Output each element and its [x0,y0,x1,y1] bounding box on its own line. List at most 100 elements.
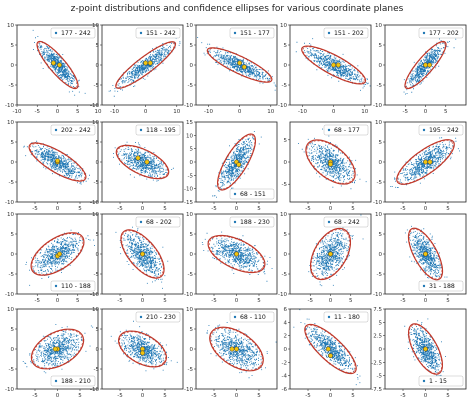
y-tick-label: 5 [379,140,383,146]
x-tick-label: -5 [32,393,38,399]
x-tick-label: -5 [35,109,41,115]
y-tick-label: 5 [379,320,383,326]
confidence-ellipse-inner [31,233,84,275]
center-marker [143,60,149,66]
y-tick-label: 5 [11,232,15,238]
y-tick-label: 4 [284,320,288,326]
y-tick-label: -10 [278,103,287,109]
y-tick-label: 5 [96,327,100,333]
point-cloud [108,37,181,97]
y-tick-label: 10 [280,212,287,218]
x-tick-label: 5 [351,393,355,399]
y-tick-label: 5 [11,43,15,49]
y-tick-label: -7.5 [371,387,382,393]
confidence-ellipse [407,227,444,281]
confidence-ellipse-inner [218,134,255,190]
x-tick-label: -5 [117,393,123,399]
subplot-5: -5 0 5 -10 -5 0 5 10 177 - 202 [373,23,467,115]
x-tick-label: -5 [211,206,217,212]
center-marker [423,159,428,165]
center-marker [140,350,145,356]
scatter-points [295,38,371,91]
subplot-8: -5 0 5 -15 -10 -5 0 5 10 15 68 - 151 [184,120,278,212]
x-tick-label: 0 [424,298,428,304]
confidence-ellipse [30,328,85,370]
y-tick-label: -5 [282,83,288,89]
legend-label: 177 - 202 [429,30,459,37]
legend-marker [233,315,237,319]
x-tick-label: 0 [56,206,60,212]
confidence-ellipse [206,47,273,83]
legend-marker [422,284,426,288]
y-tick-label: 5 [96,43,100,49]
y-tick-label: 5 [11,327,15,333]
y-tick-label: -2.5 [371,360,382,366]
x-tick-label: 5 [78,393,82,399]
scatter-points [404,225,448,281]
point-cloud [25,229,95,286]
y-tick-label: 2 [284,334,288,340]
point-cloud [197,37,277,91]
legend-label: 68 - 110 [240,314,266,321]
x-tick-label: 0 [329,206,333,212]
x-tick-label: -5 [32,206,38,212]
y-tick-label: -5 [94,180,100,186]
subplot-3: -10 0 10 -10 -5 0 5 10 151 - 177 [184,23,278,115]
y-tick-label: -10 [373,103,382,109]
point-cloud [113,141,174,182]
confidence-ellipse [36,40,79,90]
legend-label: 202 - 242 [61,127,91,134]
y-tick-label: 10 [375,23,382,29]
legend-label: 110 - 188 [61,283,91,290]
x-tick-label: 5 [349,298,353,304]
confidence-ellipse-inner [311,229,350,279]
center-marker [57,62,62,68]
scatter-points [390,130,460,188]
confidence-ellipse [118,330,167,368]
center-marker [335,62,341,68]
y-tick-label: 10 [7,307,14,313]
y-tick-label: 10 [375,120,382,126]
legend-marker [54,284,58,288]
x-tick-label: 5 [163,206,167,212]
center-marker [423,62,428,68]
y-tick-label: -10 [184,103,193,109]
y-tick-label: 10 [186,212,193,218]
confidence-ellipse [408,323,443,375]
y-tick-label: 0 [11,252,15,258]
y-tick-label: 0 [11,347,15,353]
legend-marker [233,192,237,196]
legend-marker [422,379,426,383]
confidence-ellipse [209,326,264,372]
x-tick-label: 0 [56,298,60,304]
center-marker [140,251,145,257]
confidence-ellipse-inner [208,48,271,82]
center-marker [237,60,243,66]
legend-marker [139,31,143,35]
legend: 68 - 151 [229,188,275,200]
y-tick-label: 0 [11,63,15,69]
x-tick-label: 10 [267,109,274,115]
x-tick-label: 5 [446,393,450,399]
legend-marker [233,31,237,35]
scatter-points [206,322,277,379]
subplot-17: -5 0 5 -10 -5 0 5 10 210 - 230 [90,307,184,399]
legend-label: 1 - 15 [429,378,447,385]
y-tick-label: -10 [373,200,382,206]
legend: 118 - 195 [135,124,181,136]
legend-marker [139,220,143,224]
legend: 1 - 15 [418,375,464,387]
y-tick-label: -4 [282,374,288,380]
y-tick-label: -5 [94,367,100,373]
y-tick-label: 5 [284,232,288,238]
confidence-ellipse-inner [306,140,355,184]
y-tick-label: 10 [92,212,99,218]
legend-label: 151 - 177 [240,30,270,37]
x-tick-label: 0 [424,109,428,115]
y-tick-label: 0 [96,63,100,69]
legend-marker [233,220,237,224]
center-marker [234,251,239,257]
x-tick-label: 10 [95,109,102,115]
confidence-ellipse [217,133,256,191]
